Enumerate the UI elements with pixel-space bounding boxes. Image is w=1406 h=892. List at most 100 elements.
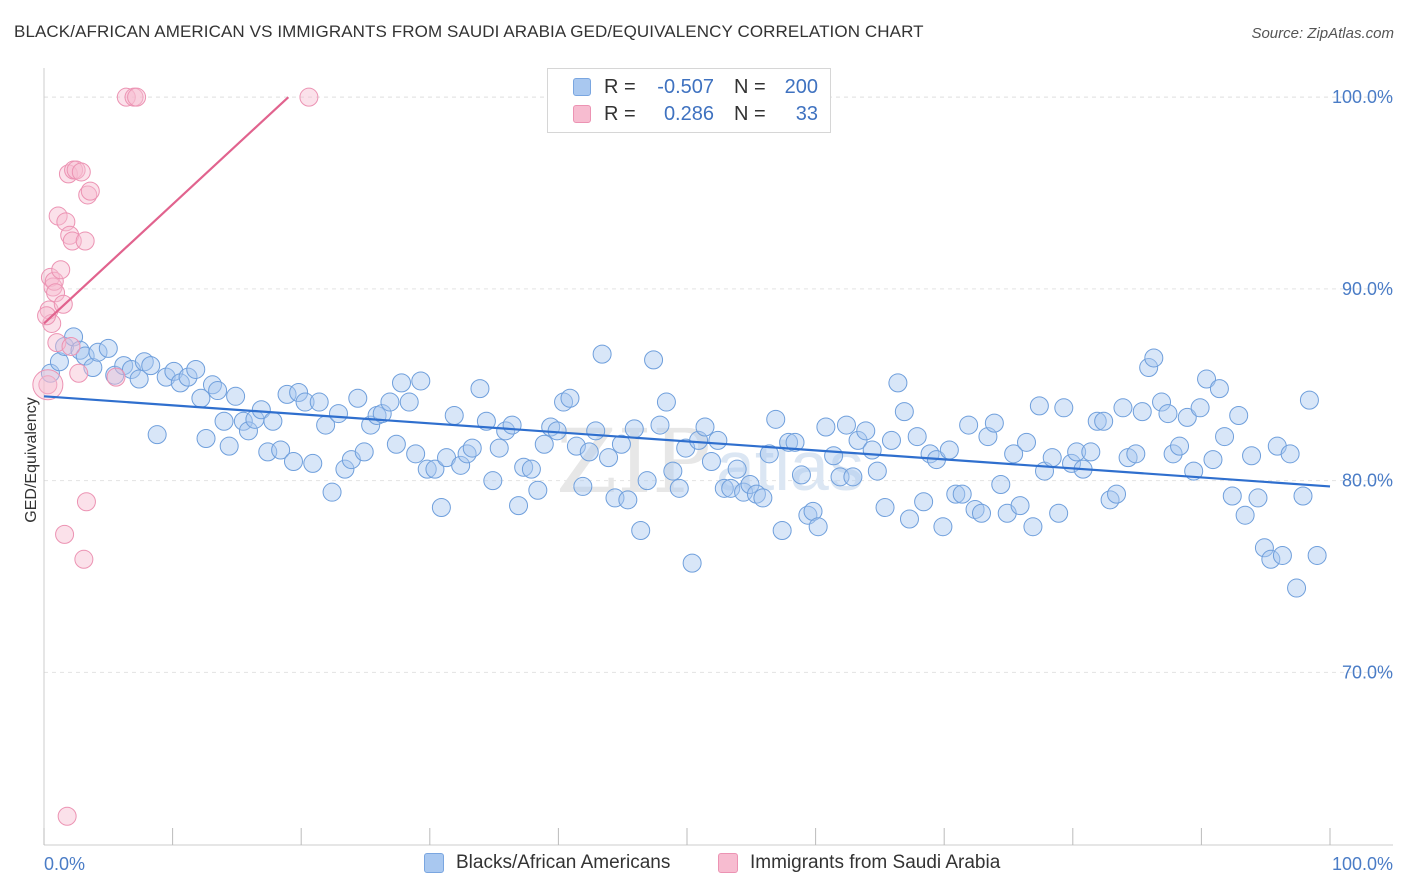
point-blacks bbox=[1094, 411, 1114, 431]
point-blacks bbox=[637, 471, 657, 491]
point-blacks bbox=[772, 521, 792, 541]
point-saudi bbox=[57, 806, 77, 826]
point-blacks bbox=[566, 436, 586, 456]
point-blacks bbox=[328, 404, 348, 424]
point-blacks bbox=[309, 392, 329, 412]
point-blacks bbox=[1152, 392, 1172, 412]
point-blacks bbox=[914, 492, 934, 512]
point-saudi bbox=[106, 367, 126, 387]
point-saudi bbox=[80, 181, 100, 201]
point-blacks bbox=[372, 404, 392, 424]
legend-row-saudi: R = 0.286 N = 33 bbox=[548, 100, 818, 128]
point-blacks bbox=[1222, 486, 1242, 506]
source-label: Source: ZipAtlas.com bbox=[1251, 25, 1394, 42]
point-blacks bbox=[1067, 442, 1087, 462]
point-blacks bbox=[1197, 369, 1217, 389]
point-blacks bbox=[386, 434, 406, 454]
point-blacks bbox=[233, 411, 253, 431]
y-axis-label: GED/Equivalency bbox=[23, 397, 40, 522]
series-blacks-points bbox=[40, 327, 1327, 598]
point-blacks bbox=[952, 484, 972, 504]
point-blacks bbox=[1113, 398, 1133, 418]
point-saudi bbox=[71, 162, 91, 182]
point-blacks bbox=[1087, 411, 1107, 431]
point-blacks bbox=[611, 434, 631, 454]
point-blacks bbox=[991, 475, 1011, 495]
point-blacks bbox=[1307, 545, 1327, 565]
point-blacks bbox=[219, 436, 239, 456]
point-blacks bbox=[1163, 444, 1183, 464]
point-blacks bbox=[98, 338, 118, 358]
grid-lines bbox=[44, 96, 1393, 673]
point-blacks bbox=[573, 476, 593, 496]
point-blacks bbox=[836, 415, 856, 435]
bottom-legend-item-saudi: Immigrants from Saudi Arabia bbox=[718, 852, 1000, 874]
point-blacks bbox=[766, 409, 786, 429]
point-blacks bbox=[392, 373, 412, 393]
point-blacks bbox=[669, 478, 689, 498]
point-blacks bbox=[147, 425, 167, 445]
bottom-legend: Blacks/African Americans Immigrants from… bbox=[0, 852, 1406, 878]
point-blacks bbox=[701, 452, 721, 471]
point-blacks bbox=[959, 415, 979, 435]
legend-row-blacks: R = -0.507 N = 200 bbox=[548, 73, 818, 101]
point-blacks bbox=[875, 498, 895, 518]
point-blacks bbox=[808, 517, 828, 537]
point-blacks bbox=[425, 459, 445, 479]
point-blacks bbox=[1235, 505, 1255, 525]
point-saudi bbox=[74, 549, 94, 569]
point-blacks bbox=[714, 478, 734, 498]
point-blacks bbox=[899, 509, 919, 529]
point-blacks bbox=[178, 367, 198, 387]
point-blacks bbox=[682, 553, 702, 573]
bottom-legend-label: Blacks/African Americans bbox=[456, 852, 671, 873]
point-blacks bbox=[348, 388, 368, 408]
point-blacks bbox=[431, 498, 451, 518]
point-blacks bbox=[1203, 450, 1223, 470]
point-blacks bbox=[462, 438, 482, 458]
point-blacks bbox=[335, 459, 355, 479]
point-saudi bbox=[76, 492, 96, 512]
point-blacks bbox=[1299, 390, 1319, 410]
point-blacks bbox=[1158, 404, 1178, 424]
point-blacks bbox=[238, 421, 258, 441]
point-blacks bbox=[618, 490, 638, 510]
point-blacks bbox=[599, 448, 619, 468]
point-blacks bbox=[208, 381, 228, 401]
point-blacks bbox=[650, 415, 670, 435]
point-blacks bbox=[457, 444, 477, 464]
point-blacks bbox=[451, 455, 471, 475]
point-saudi bbox=[69, 363, 89, 383]
point-saudi bbox=[61, 336, 81, 356]
point-saudi bbox=[51, 260, 71, 280]
y-tick-label: 70.0% bbox=[1342, 662, 1393, 682]
axes bbox=[43, 68, 1393, 846]
y-tick-label: 100.0% bbox=[1332, 87, 1393, 107]
point-blacks bbox=[83, 358, 103, 378]
point-blacks bbox=[251, 400, 271, 420]
point-blacks bbox=[283, 452, 303, 471]
point-blacks bbox=[624, 419, 644, 439]
point-blacks bbox=[1042, 448, 1062, 468]
point-blacks bbox=[380, 392, 400, 412]
point-blacks bbox=[586, 421, 606, 441]
point-saudi-large bbox=[32, 369, 64, 401]
bottom-legend-item-blacks: Blacks/African Americans bbox=[424, 852, 670, 874]
chart-title: BLACK/AFRICAN AMERICAN VS IMMIGRANTS FRO… bbox=[14, 22, 924, 41]
legend-r-value: 0.286 bbox=[663, 102, 714, 125]
point-blacks bbox=[695, 417, 715, 437]
point-blacks bbox=[417, 459, 437, 479]
point-blacks bbox=[1004, 444, 1024, 464]
point-blacks bbox=[1132, 402, 1152, 422]
point-saudi bbox=[37, 306, 57, 326]
series-saudi-points bbox=[32, 87, 319, 826]
legend-swatch-blue bbox=[573, 78, 591, 96]
point-blacks bbox=[226, 386, 246, 406]
point-blacks bbox=[824, 446, 844, 466]
trend-line-blacks bbox=[43, 395, 1331, 488]
point-saudi bbox=[48, 206, 68, 226]
legend-n-label: N = bbox=[734, 102, 766, 125]
point-blacks bbox=[727, 459, 747, 479]
legend-n-label: N = bbox=[734, 75, 766, 98]
